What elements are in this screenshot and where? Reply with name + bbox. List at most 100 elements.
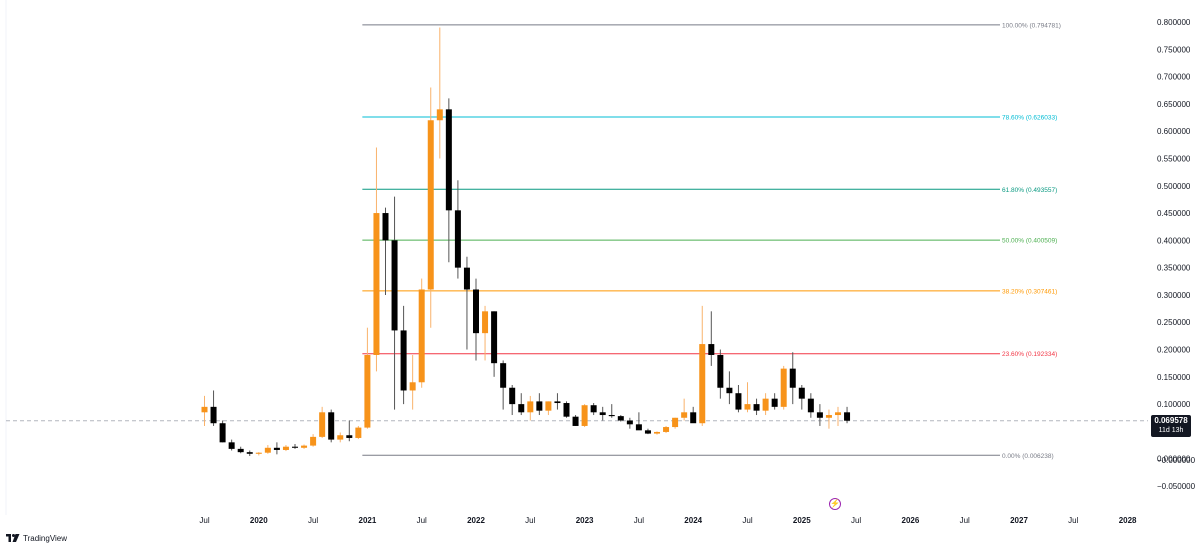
candle[interactable] (681, 398, 688, 421)
candle[interactable] (482, 305, 489, 361)
candle[interactable] (391, 196, 398, 410)
candle[interactable] (237, 446, 244, 454)
price-tick-label: −0.050000 (1157, 482, 1196, 491)
price-axis[interactable]: 0.800000 0.750000 0.700000 0.650000 0.600000… (1157, 18, 1196, 491)
candle[interactable] (835, 406, 841, 426)
candle[interactable] (608, 404, 615, 418)
candle[interactable] (319, 406, 326, 438)
candle[interactable] (273, 442, 280, 455)
candle[interactable] (210, 390, 217, 426)
candle[interactable] (644, 428, 651, 435)
candle[interactable] (572, 415, 579, 426)
candle[interactable] (282, 445, 289, 452)
candle[interactable] (355, 425, 362, 440)
tradingview-logo-icon (6, 534, 20, 542)
candle[interactable] (771, 393, 778, 410)
candle[interactable] (364, 327, 371, 429)
candle[interactable] (418, 278, 425, 388)
candle[interactable] (699, 305, 706, 426)
candle[interactable] (807, 393, 814, 418)
candle[interactable] (527, 395, 534, 421)
candle[interactable] (445, 98, 452, 263)
candle[interactable] (228, 439, 235, 451)
price-tick-label: 0.350000 (1157, 264, 1191, 273)
candles[interactable] (201, 27, 851, 456)
candle[interactable] (264, 445, 271, 454)
candle-body (545, 401, 552, 411)
candle[interactable] (328, 409, 335, 443)
candle-body (292, 446, 298, 448)
candle[interactable] (590, 403, 597, 416)
candle-body (445, 109, 452, 211)
candle[interactable] (762, 393, 769, 416)
candle[interactable] (500, 360, 507, 410)
candle[interactable] (554, 393, 561, 410)
last-price-value: 0.069578 (1154, 416, 1188, 425)
time-tick-label: Jul (308, 516, 318, 525)
candle[interactable] (708, 311, 715, 366)
candle[interactable] (581, 404, 588, 428)
time-axis[interactable]: Jul 2020 Jul 2021 Jul 2022 Jul 2023 Jul 2024 Jul 20… (199, 516, 1137, 525)
candle-body (635, 424, 642, 431)
candle[interactable] (617, 415, 624, 422)
candle[interactable] (626, 417, 633, 429)
candle[interactable] (816, 404, 823, 426)
price-tick-label: 0.300000 (1157, 291, 1191, 300)
lightning-icon[interactable]: ⚡ (829, 498, 841, 510)
candle[interactable] (454, 180, 461, 279)
candle[interactable] (663, 425, 670, 434)
candle[interactable] (654, 431, 660, 435)
candle[interactable] (735, 385, 742, 413)
candle[interactable] (844, 406, 851, 424)
candle[interactable] (825, 409, 832, 429)
time-tick-label: Jul (851, 516, 861, 525)
candle[interactable] (798, 385, 805, 410)
candle[interactable] (726, 371, 733, 405)
candle[interactable] (255, 452, 262, 456)
candle[interactable] (518, 393, 525, 416)
candle[interactable] (672, 417, 679, 429)
candle-body (255, 452, 262, 454)
candle-body (454, 210, 461, 268)
candle-body (500, 363, 507, 388)
candle[interactable] (753, 398, 760, 416)
candle[interactable] (400, 305, 407, 405)
candle[interactable] (337, 432, 344, 443)
candle[interactable] (292, 443, 298, 449)
candle[interactable] (789, 352, 796, 405)
candle[interactable] (246, 450, 253, 456)
candle[interactable] (536, 393, 543, 416)
candle[interactable] (599, 406, 606, 421)
candle-body (518, 404, 525, 413)
tradingview-logo[interactable]: TradingView (6, 532, 67, 544)
candle[interactable] (436, 27, 443, 159)
candle[interactable] (301, 444, 308, 449)
candle[interactable] (491, 311, 498, 377)
candle[interactable] (545, 401, 552, 416)
candle[interactable] (717, 349, 724, 399)
candle[interactable] (690, 406, 697, 424)
candle[interactable] (409, 354, 416, 410)
candle[interactable] (563, 401, 570, 418)
price-tick-label: 0.600000 (1157, 127, 1191, 136)
candle[interactable] (463, 256, 470, 350)
candle-body (301, 445, 308, 448)
candle[interactable] (509, 385, 516, 416)
price-tick-label: 0.650000 (1157, 100, 1191, 109)
candle[interactable] (219, 420, 226, 443)
fibonacci-retracement[interactable]: 100.00% (0.794781) 78.60% (0.626033) 61.80… (362, 22, 1061, 460)
candle[interactable] (382, 207, 389, 295)
candle[interactable] (780, 365, 787, 410)
price-tick-label: 0.500000 (1157, 182, 1191, 191)
candle[interactable] (346, 420, 353, 442)
candle[interactable] (373, 147, 380, 372)
candle[interactable] (473, 278, 479, 361)
candle[interactable] (744, 382, 751, 413)
candle-body (400, 330, 407, 391)
candle[interactable] (427, 87, 434, 328)
time-tick-label: 2023 (576, 516, 594, 525)
candle[interactable] (310, 434, 317, 447)
candle[interactable] (201, 395, 208, 426)
candle[interactable] (635, 412, 642, 431)
